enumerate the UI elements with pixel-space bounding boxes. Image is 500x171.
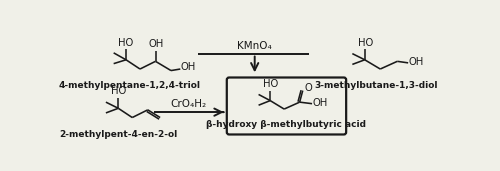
Text: OH: OH [408, 57, 424, 67]
Text: OH: OH [313, 98, 328, 108]
Text: CrO₄H₂: CrO₄H₂ [171, 100, 207, 109]
Text: HO: HO [264, 80, 278, 89]
Text: 2-methylpent-4-en-2-ol: 2-methylpent-4-en-2-ol [59, 130, 178, 139]
Text: KMnO₄: KMnO₄ [238, 41, 272, 51]
Text: 4-methylpentane-1,2,4-triol: 4-methylpentane-1,2,4-triol [58, 81, 200, 90]
Text: OH: OH [148, 39, 164, 49]
FancyBboxPatch shape [227, 77, 346, 134]
Text: HO: HO [118, 38, 133, 48]
Text: OH: OH [180, 62, 196, 73]
Text: O: O [304, 83, 312, 93]
Text: 3-methylbutane-1,3-diol: 3-methylbutane-1,3-diol [314, 81, 438, 90]
Text: HO: HO [112, 86, 126, 96]
Text: HO: HO [358, 38, 373, 48]
Text: β-hydroxy β-methylbutyric acid: β-hydroxy β-methylbutyric acid [206, 120, 366, 129]
